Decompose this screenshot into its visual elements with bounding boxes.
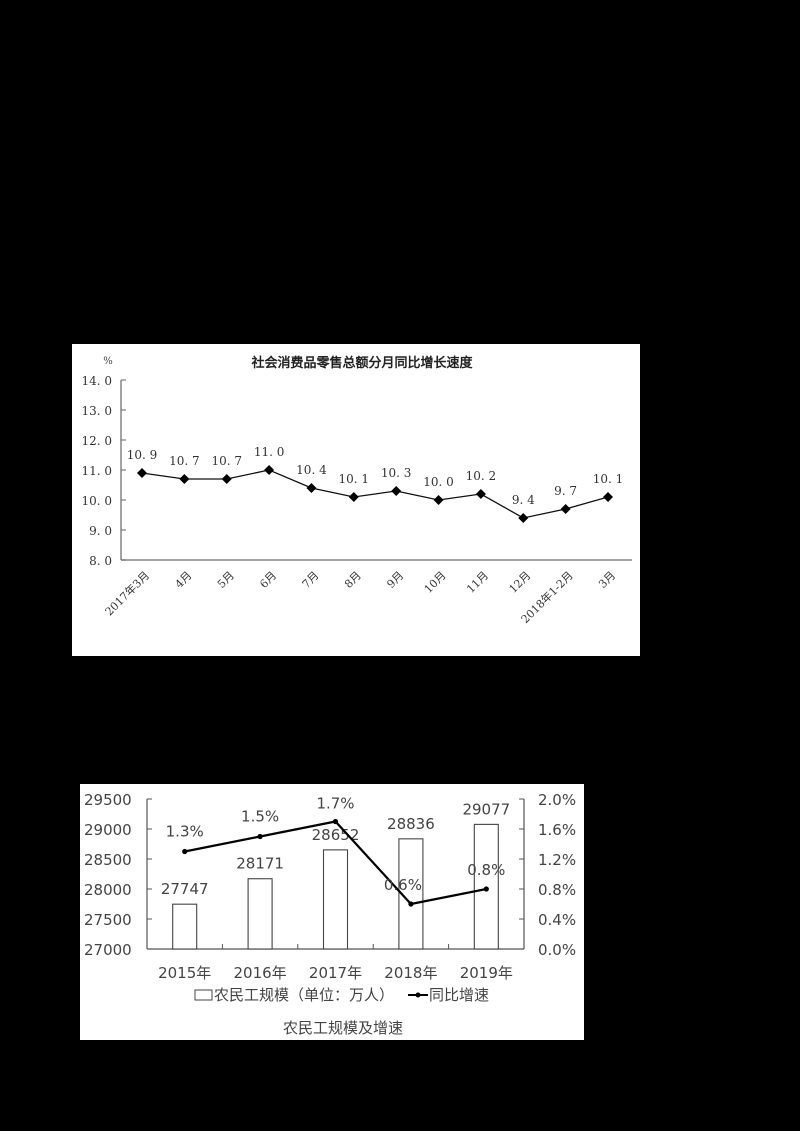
line-value-label: 1.3% (166, 823, 204, 841)
x-tick-label: 3月 (596, 569, 618, 591)
x-tick-label: 2017年 (309, 964, 362, 982)
bar-value-label: 28652 (312, 826, 360, 844)
left-tick-label: 27000 (84, 941, 132, 959)
diamond-marker (433, 495, 444, 505)
bar-line-chart-canvas: 29500 29000 28500 28000 27500 27000 2.0% 1.6% 1.… (84, 791, 576, 1037)
chart-title: 社会消费品零售总额分月同比增长速度 (250, 355, 473, 371)
legend-line-label: 同比增速 (429, 986, 489, 1004)
y-tick-label: 14. 0 (81, 374, 112, 388)
line-value-label: 0.8% (467, 861, 505, 879)
diamond-marker (391, 486, 402, 496)
diamond-marker (518, 513, 529, 523)
x-tick-label: 6月 (257, 569, 279, 591)
right-tick-label: 1.6% (538, 821, 576, 839)
legend-line-marker (415, 992, 421, 998)
diamond-marker (306, 483, 317, 493)
series-line (141, 469, 609, 519)
data-label: 10. 2 (466, 469, 497, 483)
y-tick-label: 11. 0 (81, 464, 112, 478)
right-tick-label: 0.8% (538, 881, 576, 899)
bar-value-label: 29077 (462, 800, 510, 818)
x-tick-label: 2019年 (460, 964, 513, 982)
diamond-marker (137, 468, 147, 478)
data-label: 9. 7 (554, 484, 577, 498)
x-tick-label: 10月 (422, 569, 449, 596)
left-tick-label: 28000 (84, 881, 132, 899)
line-marker (483, 886, 489, 892)
bar-value-label: 28836 (387, 815, 435, 833)
diamond-marker (221, 474, 232, 484)
data-label: 11. 0 (254, 445, 285, 459)
line-marker (257, 833, 263, 840)
data-label: 10. 0 (423, 475, 454, 489)
data-label: 9. 4 (512, 493, 535, 507)
x-tick-label: 12月 (507, 569, 534, 596)
x-tick-label: 7月 (300, 569, 322, 591)
data-label: 10. 9 (127, 448, 158, 462)
legend-bar-swatch (194, 989, 213, 1001)
diamond-marker (179, 474, 190, 484)
x-tick-label: 2015年 (158, 964, 211, 982)
right-tick-label: 0.4% (538, 911, 576, 929)
y-tick-label: 10. 0 (81, 494, 112, 508)
right-tick-label: 2.0% (538, 791, 576, 809)
line-marker (408, 901, 414, 907)
x-tick-label: 4月 (173, 569, 195, 591)
diamond-marker (475, 489, 486, 499)
x-tick-label: 11月 (464, 569, 491, 596)
line-marker (182, 848, 188, 855)
y-axis-unit: % (103, 356, 113, 367)
y-tick-label: 12. 0 (81, 434, 112, 448)
data-label: 10. 7 (211, 454, 242, 468)
bar (473, 823, 499, 950)
right-tick-label: 1.2% (538, 851, 576, 869)
left-tick-label: 29500 (84, 791, 132, 809)
bar (172, 903, 198, 950)
diamond-marker (264, 465, 275, 475)
x-tick-label: 8月 (342, 569, 364, 591)
x-tick-label: 5月 (215, 569, 237, 591)
diamond-marker (348, 492, 359, 502)
x-tick-label: 2016年 (234, 964, 287, 982)
data-label: 10. 1 (339, 472, 370, 486)
right-tick-label: 0.0% (538, 941, 576, 959)
data-label: 10. 1 (593, 472, 624, 486)
data-label: 10. 4 (296, 463, 327, 477)
bar-value-label: 27747 (161, 880, 209, 898)
line-marker (332, 818, 339, 825)
legend-bar-label: 农民工规模（单位：万人） (214, 986, 394, 1004)
line-value-label: 1.5% (241, 808, 279, 826)
bar-value-label: 28171 (236, 855, 284, 873)
chart-title: 农民工规模及增速 (283, 1019, 403, 1037)
diamond-marker (560, 504, 571, 514)
data-label: 10. 3 (381, 466, 412, 480)
x-tick-label: 9月 (384, 569, 406, 591)
left-tick-label: 29000 (84, 821, 132, 839)
line-chart-canvas: 社会消费品零售总额分月同比增长速度% 14. 0 13. 0 12. 0 11. 0 10… (81, 355, 632, 626)
y-tick-label: 9. 0 (89, 524, 112, 538)
left-tick-label: 27500 (84, 911, 132, 929)
y-tick-label: 8. 0 (89, 554, 112, 568)
bar (322, 849, 349, 950)
line-value-label: 0.6% (384, 876, 422, 894)
y-tick-label: 13. 0 (81, 404, 112, 418)
bar (247, 878, 273, 950)
line-value-label: 1.7% (316, 795, 354, 813)
migrant-worker-chart: 29500 29000 28500 28000 27500 27000 2.0% 1.6% 1.… (80, 784, 584, 1040)
x-tick-label: 2018年 (384, 964, 437, 982)
diamond-marker (603, 492, 613, 502)
left-tick-label: 28500 (84, 851, 132, 869)
retail-sales-growth-chart: 社会消费品零售总额分月同比增长速度% 14. 0 13. 0 12. 0 11. 0 10… (72, 344, 640, 656)
x-tick-label: 2017年3月 (102, 568, 152, 618)
data-label: 10. 7 (169, 454, 200, 468)
